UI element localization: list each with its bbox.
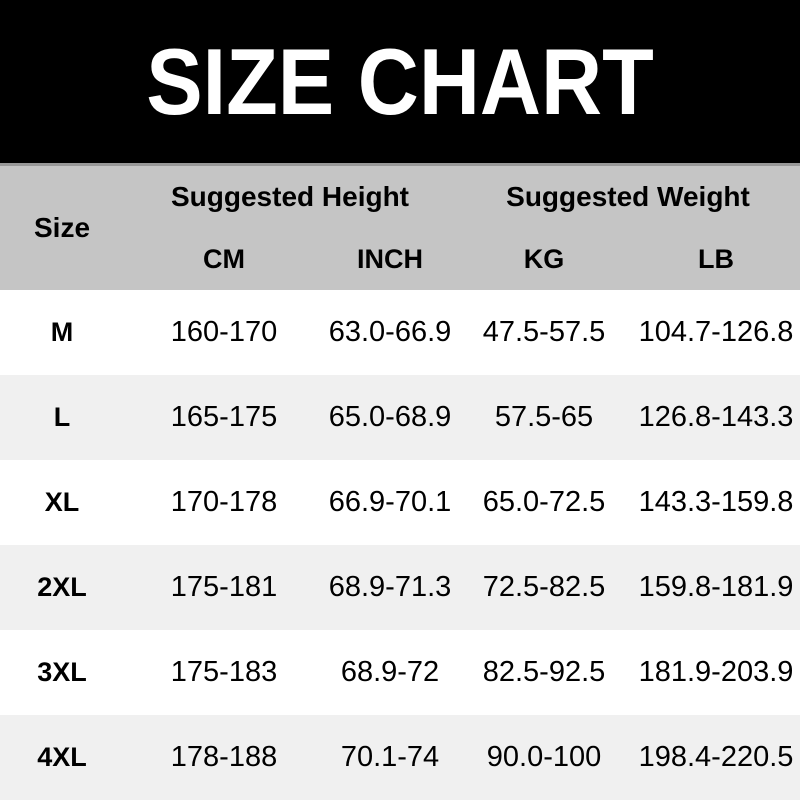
- table-row-2xl: 2XL 175-181 68.9-71.3 72.5-82.5 159.8-18…: [0, 545, 800, 630]
- lb-value: 198.4-220.5: [638, 741, 794, 773]
- cm-value: 178-188: [170, 741, 278, 773]
- column-group-suggested-weight: Suggested Weight: [506, 181, 750, 212]
- inch-value: 68.9-72: [340, 656, 440, 688]
- cm-value: 160-170: [170, 316, 278, 348]
- cm-value: 175-181: [170, 571, 278, 603]
- column-header-lb: LB: [698, 243, 734, 274]
- inch-value: 70.1-74: [340, 741, 440, 773]
- size-value: 3XL: [37, 657, 87, 687]
- column-group-suggested-height: Suggested Height: [170, 181, 409, 212]
- kg-value: 90.0-100: [486, 741, 602, 773]
- size-value: XL: [44, 487, 80, 517]
- cm-value: 165-175: [170, 401, 278, 433]
- lb-value: 126.8-143.3: [638, 401, 794, 433]
- column-header-size: Size: [33, 212, 91, 243]
- table-row-4xl: 4XL 178-188 70.1-74 90.0-100 198.4-220.5: [0, 715, 800, 800]
- kg-value: 47.5-57.5: [482, 316, 606, 348]
- cm-value: 170-178: [170, 486, 278, 518]
- page-title: SIZE CHART: [146, 28, 654, 134]
- column-header-cm: CM: [203, 243, 245, 274]
- table-row-l: L 165-175 65.0-68.9 57.5-65 126.8-143.3: [0, 375, 800, 460]
- lb-value: 181.9-203.9: [638, 656, 794, 688]
- kg-value: 57.5-65: [494, 401, 594, 433]
- inch-value: 65.0-68.9: [328, 401, 452, 433]
- inch-value: 63.0-66.9: [328, 316, 452, 348]
- column-header-kg: KG: [523, 243, 565, 274]
- kg-value: 65.0-72.5: [482, 486, 606, 518]
- size-value: M: [50, 317, 74, 347]
- table-row-xl: XL 170-178 66.9-70.1 65.0-72.5 143.3-159…: [0, 460, 800, 545]
- inch-value: 66.9-70.1: [328, 486, 452, 518]
- lb-value: 159.8-181.9: [638, 571, 794, 603]
- table-row-m: M 160-170 63.0-66.9 47.5-57.5 104.7-126.…: [0, 290, 800, 375]
- table-header: Size Suggested Height Suggested Weight C…: [0, 163, 800, 290]
- size-value: 2XL: [37, 572, 87, 602]
- lb-value: 143.3-159.8: [638, 486, 794, 518]
- table-row-3xl: 3XL 175-183 68.9-72 82.5-92.5 181.9-203.…: [0, 630, 800, 715]
- table-body: M 160-170 63.0-66.9 47.5-57.5 104.7-126.…: [0, 290, 800, 800]
- kg-value: 82.5-92.5: [482, 656, 606, 688]
- column-header-inch: INCH: [357, 243, 423, 274]
- size-value: 4XL: [37, 742, 87, 772]
- cm-value: 175-183: [170, 656, 278, 688]
- kg-value: 72.5-82.5: [482, 571, 606, 603]
- inch-value: 68.9-71.3: [328, 571, 452, 603]
- title-banner: SIZE CHART: [0, 0, 800, 163]
- size-value: L: [53, 402, 71, 432]
- lb-value: 104.7-126.8: [638, 316, 794, 348]
